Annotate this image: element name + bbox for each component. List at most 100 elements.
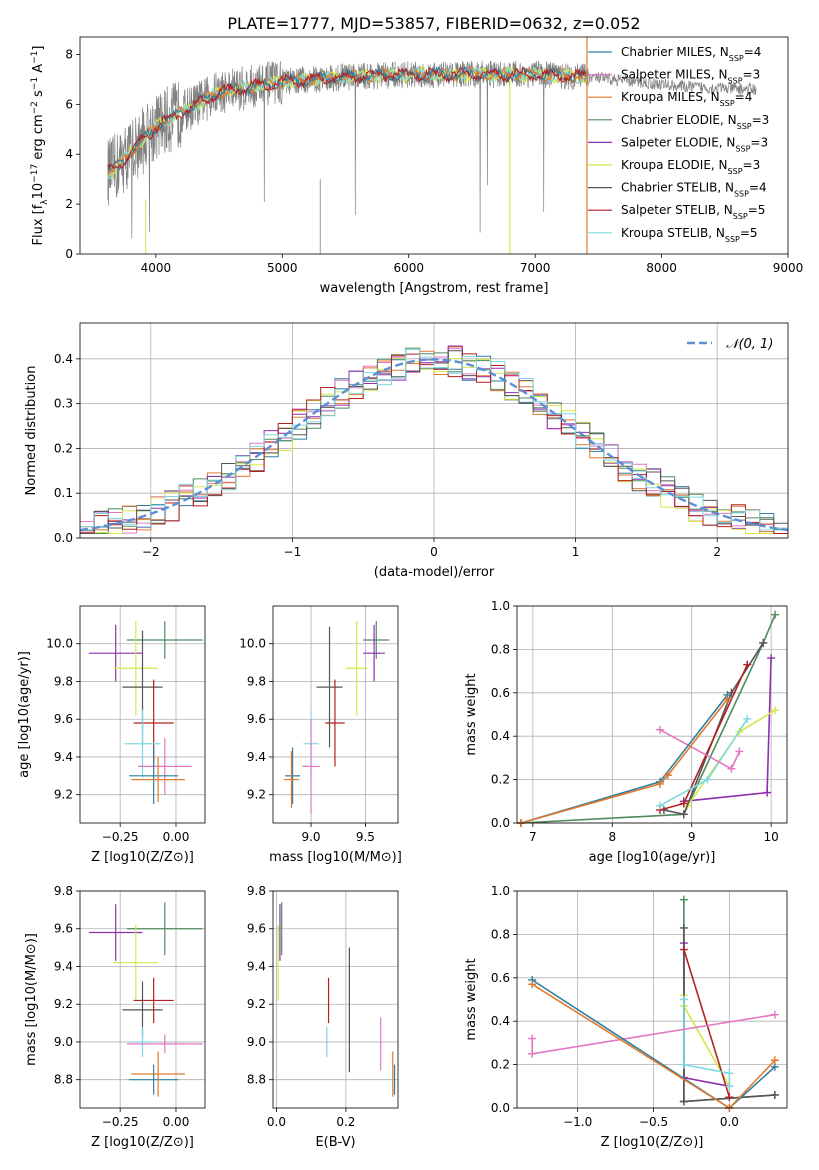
tick-label-x: 1 (572, 545, 580, 559)
tick-label-x: 8000 (646, 261, 677, 275)
frame-z-mass (79, 890, 206, 1109)
tick-label-x: 5000 (267, 261, 298, 275)
axes-spectrum: 4000 5000 6000 7000 8000 9000 0 2 4 6 8 (65, 47, 803, 275)
tick-label-x: 9000 (773, 261, 804, 275)
marker (725, 1069, 734, 1078)
tick-label-y: 10.0 (46, 637, 73, 651)
tick-label-x: −0.25 (102, 1115, 139, 1129)
legend-label: Kroupa STELIB, NSSP=5 (621, 226, 758, 244)
frame-age-weight (516, 605, 788, 824)
tick-label-y: 0.0 (491, 816, 510, 830)
marker (679, 945, 688, 954)
tick-label-y: 9.4 (247, 959, 266, 973)
tick-label-y: 1.0 (491, 884, 510, 898)
errorbar-kroupa-elodie (113, 621, 159, 716)
y-axis-label: mass weight (464, 673, 479, 755)
tick-label-y: 9.8 (247, 674, 266, 688)
marker (735, 747, 744, 756)
tick-label-y: 0.6 (491, 686, 510, 700)
series-kroupa-stelib (683, 999, 731, 1087)
marker (727, 764, 736, 773)
marker (679, 995, 688, 1004)
frame-z-weight (516, 890, 788, 1109)
errorbar-chabrier-elodie (363, 621, 390, 659)
legend-label: Kroupa ELODIE, NSSP=3 (621, 158, 760, 176)
series-chabrier-elodie (520, 614, 776, 824)
marker (655, 725, 664, 734)
tick-label-x: 9 (688, 830, 696, 844)
tick-label-x: −1 (284, 545, 302, 559)
y-axis-label: Normed distribution (24, 366, 39, 496)
legend-label: Kroupa MILES, NSSP=4 (621, 90, 752, 108)
legend-label: Chabrier ELODIE, NSSP=3 (621, 113, 769, 131)
errorbar-salpeter-elodie (88, 624, 143, 682)
errorbar-chabrier-miles (129, 747, 179, 805)
y-axis-label: age [log10(age/yr)] (17, 651, 32, 778)
errorbar-chabrier-elodie (126, 902, 203, 956)
tick-label-y: 4 (65, 147, 73, 161)
tick-label-x: 4000 (141, 261, 172, 275)
marker (655, 801, 664, 810)
x-axis-label: (data-model)/error (374, 565, 495, 580)
tick-label-y: 0.2 (491, 1058, 510, 1072)
legend-label: 𝒩(0, 1) (726, 337, 773, 352)
errorbar-chabrier-stelib (316, 626, 343, 748)
legend-label: Chabrier MILES, NSSP=4 (621, 45, 761, 63)
marker (663, 771, 672, 780)
tick-label-y: 9.2 (247, 997, 266, 1011)
tick-label-x: 9.5 (356, 830, 375, 844)
marker (770, 1056, 779, 1065)
frame-mass-age (272, 605, 399, 824)
errorbar-salpeter-stelib (325, 679, 345, 767)
tick-label-y: 0.0 (54, 531, 73, 545)
errorbar-kroupa-elodie (113, 924, 159, 1001)
x-axis-label: mass [log10(M/M⊙)] (269, 850, 402, 865)
frame-spectrum (79, 36, 789, 255)
marker (770, 1010, 779, 1019)
tick-label-y: 0.4 (491, 729, 510, 743)
marker (679, 1060, 688, 1069)
tick-label-x: 0 (430, 545, 438, 559)
x-axis-label: E(B-V) (315, 1135, 355, 1150)
legend-label: Chabrier STELIB, NSSP=4 (621, 181, 767, 199)
tick-label-x: −1.0 (563, 1115, 592, 1129)
errorbar-salpeter-miles (138, 738, 192, 795)
marker (679, 810, 688, 819)
marker (528, 1034, 537, 1043)
tick-label-y: 0.4 (491, 1014, 510, 1028)
axes-ebv-mass: 0.0 0.2 8.8 9.0 9.2 9.4 9.6 9.8 (247, 884, 398, 1129)
tick-label-y: 9.6 (54, 922, 73, 936)
tick-label-y: 9.4 (54, 750, 73, 764)
legend-label: Salpeter MILES, NSSP=3 (621, 68, 760, 86)
tick-label-y: 9.6 (247, 712, 266, 726)
errorbar-kroupa-stelib (129, 1026, 156, 1058)
marker (528, 980, 537, 989)
marker (759, 638, 768, 647)
errorbar-salpeter-stelib (133, 977, 174, 1024)
y-axis-label: mass weight (464, 958, 479, 1040)
marker (723, 695, 732, 704)
tick-label-x: −0.5 (639, 1115, 668, 1129)
tick-label-y: 9.0 (247, 1035, 266, 1049)
x-axis-label: Z [log10(Z/Z⊙)] (601, 1135, 704, 1150)
tick-label-y: 9.8 (54, 884, 73, 898)
tick-label-y: 9.6 (54, 712, 73, 726)
gaussian-curve (79, 358, 789, 532)
marker (655, 779, 664, 788)
frame-ebv-mass (272, 890, 399, 1109)
tick-label-y: 9.4 (247, 750, 266, 764)
tick-label-y: 0.2 (54, 441, 73, 455)
tick-label-y: 0.2 (491, 773, 510, 787)
tick-label-y: 9.2 (54, 997, 73, 1011)
tick-label-y: 0.1 (54, 486, 73, 500)
model-fit (107, 66, 589, 170)
tick-label-x: 9.0 (301, 830, 320, 844)
tick-label-y: 2 (65, 197, 73, 211)
tick-label-y: 8 (65, 47, 73, 61)
marker (763, 788, 772, 797)
y-axis-label: mass [log10(M/M⊙)] (24, 933, 39, 1066)
tick-label-x: 6000 (393, 261, 424, 275)
errorbar-salpeter-miles (126, 1034, 203, 1054)
errorbar-kroupa-miles (131, 756, 185, 803)
